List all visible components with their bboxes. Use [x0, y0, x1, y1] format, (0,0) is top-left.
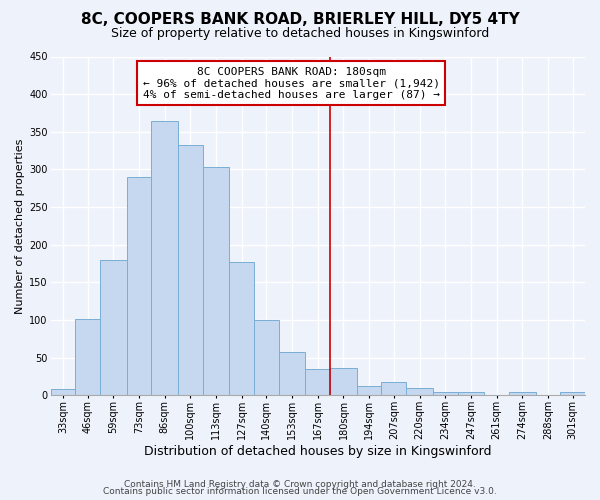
Bar [382, 382, 406, 396]
Text: 8C, COOPERS BANK ROAD, BRIERLEY HILL, DY5 4TY: 8C, COOPERS BANK ROAD, BRIERLEY HILL, DY… [80, 12, 520, 28]
Bar [279, 352, 305, 396]
X-axis label: Distribution of detached houses by size in Kingswinford: Distribution of detached houses by size … [144, 444, 491, 458]
Bar [305, 369, 330, 396]
Bar [127, 177, 151, 396]
Y-axis label: Number of detached properties: Number of detached properties [15, 138, 25, 314]
Bar [254, 320, 279, 396]
Bar [203, 167, 229, 396]
Bar [330, 368, 357, 396]
Bar [560, 392, 585, 396]
Bar [458, 392, 484, 396]
Text: Contains public sector information licensed under the Open Government Licence v3: Contains public sector information licen… [103, 488, 497, 496]
Bar [433, 392, 458, 396]
Text: Contains HM Land Registry data © Crown copyright and database right 2024.: Contains HM Land Registry data © Crown c… [124, 480, 476, 489]
Bar [75, 318, 100, 396]
Bar [509, 392, 536, 396]
Text: 8C COOPERS BANK ROAD: 180sqm
← 96% of detached houses are smaller (1,942)
4% of : 8C COOPERS BANK ROAD: 180sqm ← 96% of de… [143, 66, 440, 100]
Bar [229, 262, 254, 396]
Bar [100, 260, 127, 396]
Bar [406, 388, 433, 396]
Text: Size of property relative to detached houses in Kingswinford: Size of property relative to detached ho… [111, 28, 489, 40]
Bar [50, 390, 75, 396]
Bar [151, 120, 178, 396]
Bar [357, 386, 382, 396]
Bar [178, 144, 203, 396]
